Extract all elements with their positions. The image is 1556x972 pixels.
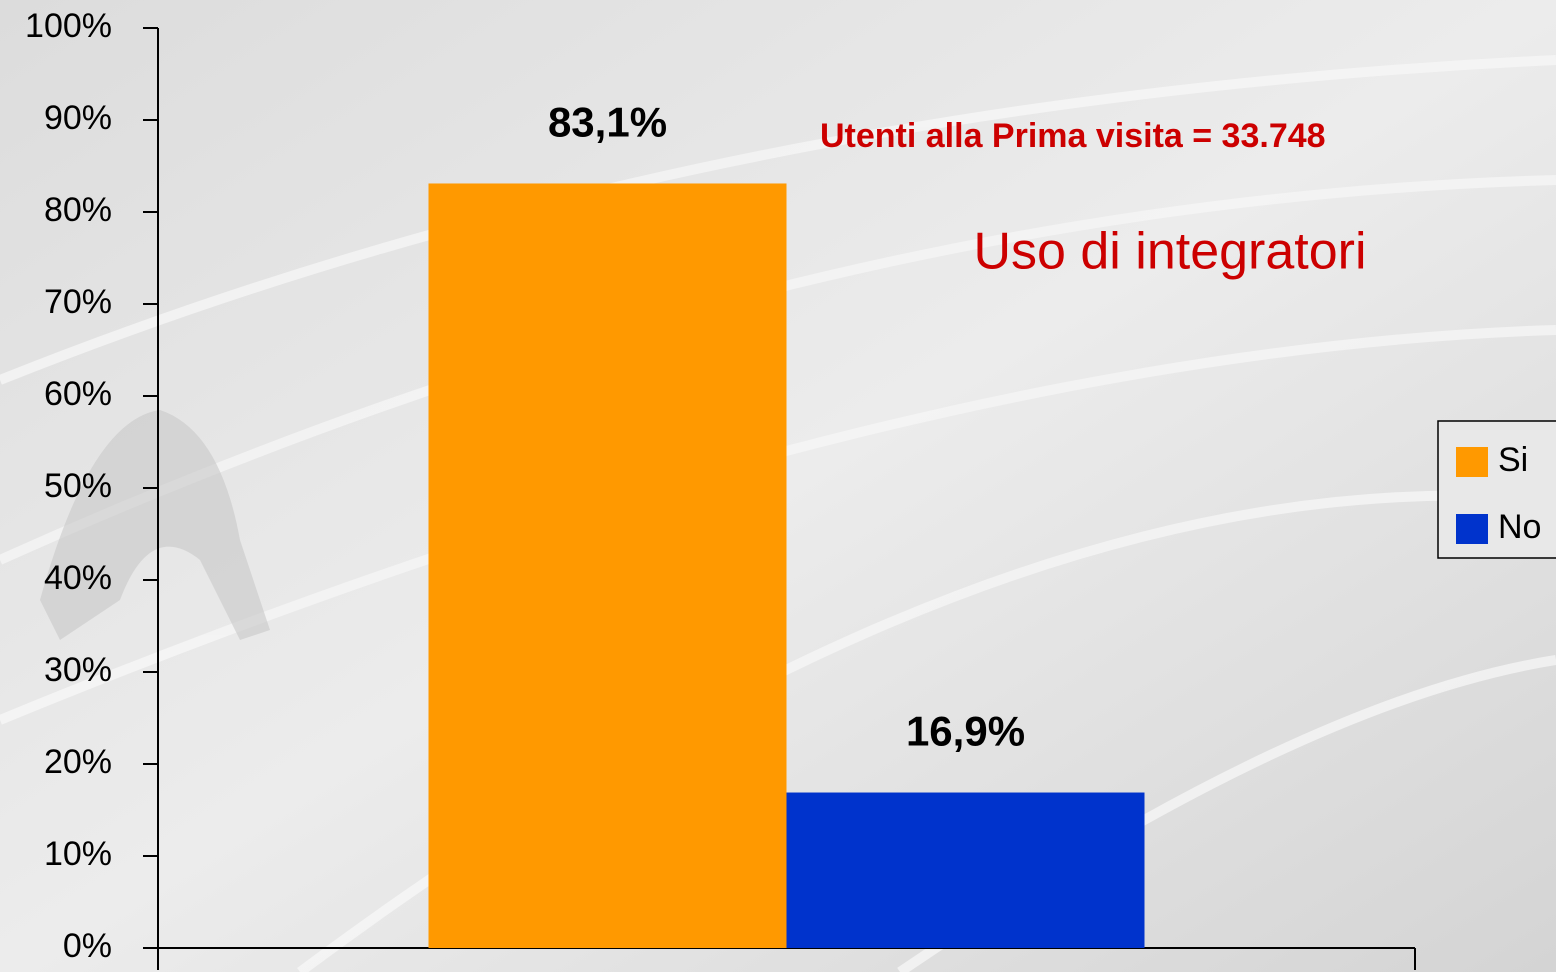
y-tick-label: 70% — [44, 283, 112, 321]
y-tick-label: 0% — [63, 927, 112, 965]
y-tick-label: 50% — [44, 467, 112, 505]
y-tick-label: 10% — [44, 835, 112, 873]
bar — [428, 183, 787, 949]
legend-box — [1437, 420, 1556, 559]
decor-figure — [40, 410, 270, 640]
chart-title: Uso di integratori — [973, 223, 1366, 281]
y-tick-label: 30% — [44, 651, 112, 689]
y-tick-label: 90% — [44, 99, 112, 137]
legend-label: No — [1498, 508, 1541, 546]
legend-swatch — [1456, 447, 1488, 477]
y-tick-label: 60% — [44, 375, 112, 413]
chart-subtitle: Utenti alla Prima visita = 33.748 — [820, 117, 1326, 155]
value-label: 16,9% — [906, 708, 1025, 755]
legend-label: Si — [1498, 441, 1528, 479]
bar — [786, 792, 1145, 948]
legend-swatch — [1456, 514, 1488, 544]
y-tick-label: 80% — [44, 191, 112, 229]
value-label: 83,1% — [548, 99, 667, 146]
y-tick-label: 20% — [44, 743, 112, 781]
y-tick-label: 40% — [44, 559, 112, 597]
y-tick-label: 100% — [25, 7, 112, 45]
